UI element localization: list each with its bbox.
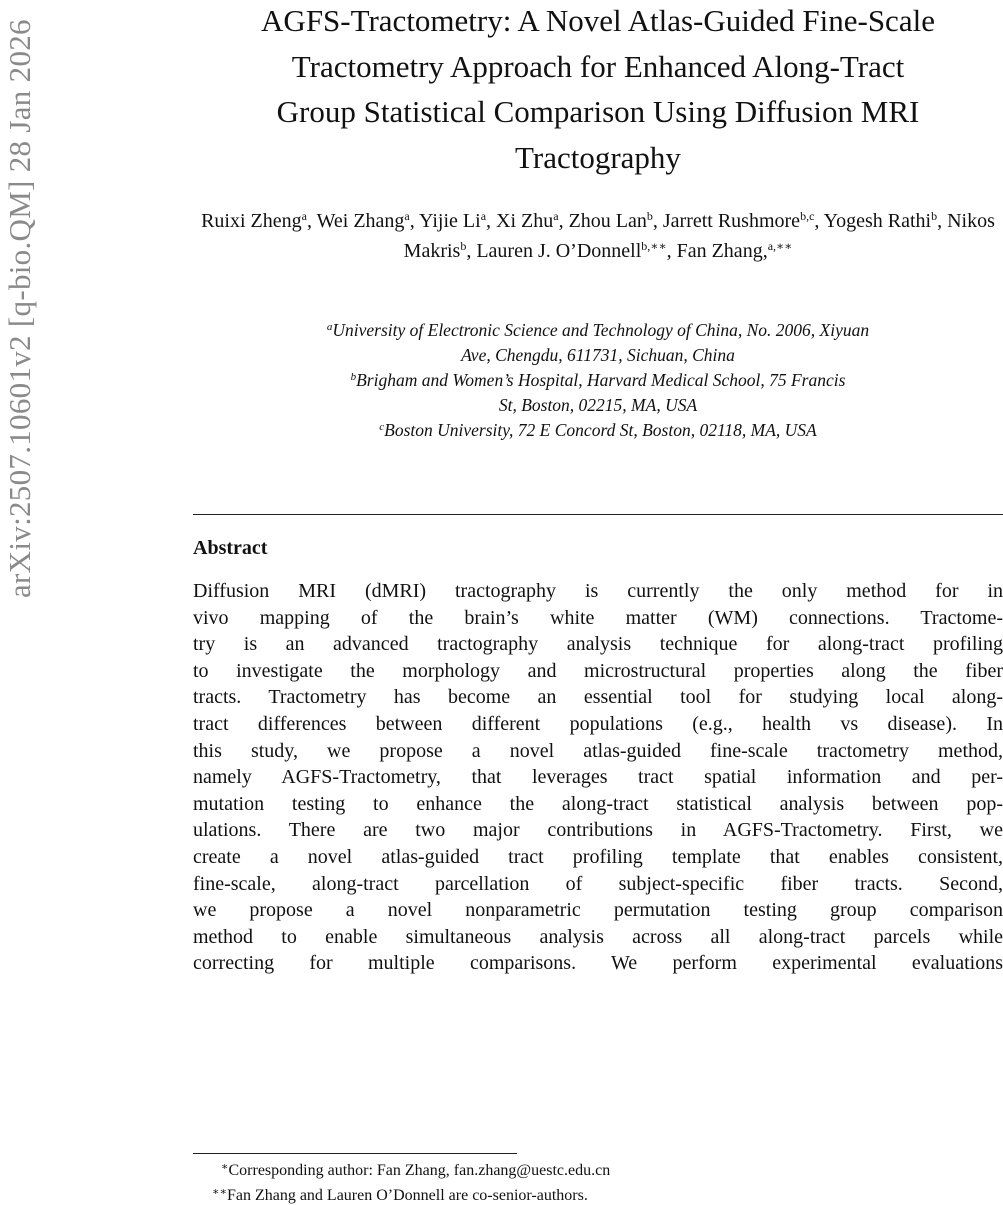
- separator: ,: [666, 240, 677, 262]
- footnote-text: Corresponding author: Fan Zhang, fan.zha…: [228, 1162, 611, 1179]
- author: Yijie Lia,: [419, 210, 496, 232]
- author: Xi Zhua,: [496, 210, 569, 232]
- abstract-line: try is an advanced tractography analysis…: [193, 633, 1003, 656]
- footnote-text: Fan Zhang and Lauren O’Donnell are co-se…: [226, 1187, 588, 1204]
- abstract-line: Diffusion MRI (dMRI) tractography is cur…: [193, 580, 1003, 602]
- title-line: Group Statistical Comparison Using Diffu…: [276, 94, 920, 129]
- author-name: Jarrett Rushmore: [662, 210, 801, 232]
- separator: ,: [486, 210, 497, 232]
- author-affiliation-mark: b: [931, 209, 938, 223]
- abstract-line: this study, we propose a novel atlas-gui…: [193, 739, 1003, 762]
- abstract-line: tracts. Tractometry has become an essent…: [193, 686, 1003, 709]
- separator: ,: [306, 210, 317, 232]
- author-affiliation-mark: a: [480, 209, 487, 223]
- paper-title: AGFS-Tractometry: A Novel Atlas-Guided F…: [193, 0, 1003, 180]
- affiliation-text: Boston University, 72 E Concord St, Bost…: [384, 420, 817, 440]
- title-line: Tractography: [515, 139, 681, 175]
- abstract-line: to investigate the morphology and micros…: [193, 659, 1003, 682]
- footnote-co-senior-authors: ∗∗Fan Zhang and Lauren O’Donnell are co-…: [212, 1187, 588, 1205]
- author-name: Zhou Lan: [568, 210, 647, 232]
- abstract-line: method to enable simultaneous analysis a…: [193, 925, 1003, 948]
- footnote-mark: ∗: [221, 1161, 229, 1173]
- author-affiliation-mark: b: [646, 209, 653, 223]
- author-affiliation-mark: b,c: [800, 209, 815, 223]
- author: Ruixi Zhenga,: [201, 210, 317, 232]
- footnote-corresponding-author: ∗Corresponding author: Fan Zhang, fan.zh…: [221, 1162, 610, 1180]
- title-line: Tractometry Approach for Enhanced Along-…: [291, 48, 905, 84]
- separator: ,: [937, 210, 948, 232]
- abstract-line: we propose a novel nonparametric permuta…: [193, 899, 1003, 922]
- affiliation-mark: a: [326, 321, 333, 333]
- affiliation-text: St, Boston, 02215, MA, USA: [498, 395, 698, 415]
- author: Jarrett Rushmoreb,c,: [663, 210, 824, 232]
- author-affiliation-mark: a: [553, 209, 559, 223]
- author: Yogesh Rathib,: [824, 210, 947, 232]
- abstract-heading: Abstract: [193, 537, 268, 559]
- author: Zhou Lanb,: [569, 210, 663, 232]
- author-name: Xi Zhu: [496, 210, 554, 232]
- affiliation-a: aUniversity of Electronic Science and Te…: [233, 318, 963, 368]
- separator: ,: [466, 240, 477, 262]
- affiliation-b: bBrigham and Women’s Hospital, Harvard M…: [233, 368, 963, 418]
- abstract-line: correcting for multiple comparisons. We …: [193, 952, 1003, 975]
- footnote-rule: [193, 1153, 517, 1154]
- arxiv-identifier-stamp: arXiv:2507.10601v2 [q-bio.QM] 28 Jan 202…: [2, 19, 37, 598]
- author: Lauren J. O’Donnellb,∗∗,: [476, 240, 676, 262]
- separator: ,: [558, 210, 569, 232]
- author-name: Nikos Makris: [403, 210, 995, 262]
- separator: ,: [409, 210, 420, 232]
- affiliation-mark: c: [379, 421, 385, 433]
- author-list: Ruixi Zhenga, Wei Zhanga, Yijie Lia, Xi …: [193, 206, 1003, 266]
- author-affiliation-mark: b,∗∗: [641, 239, 667, 253]
- abstract-line: ulations. There are two major contributi…: [193, 819, 1003, 842]
- author-name: Wei Zhang: [316, 210, 405, 232]
- separator: ,: [814, 210, 824, 232]
- author-affiliation-mark: b: [460, 239, 467, 253]
- author-affiliation-mark: a,∗∗: [767, 239, 793, 253]
- separator: ,: [652, 210, 663, 232]
- author-name: Lauren J. O’Donnell: [476, 240, 642, 262]
- abstract-body: Diffusion MRI (dMRI) tractography is cur…: [193, 578, 1003, 977]
- affiliation-c: cBoston University, 72 E Concord St, Bos…: [233, 418, 963, 443]
- author-name: Yogesh Rathi: [823, 210, 932, 232]
- author: Nikos Makrisb,: [404, 210, 995, 262]
- abstract-line: fine-scale, along-tract parcellation of …: [193, 872, 1003, 895]
- affiliations: aUniversity of Electronic Science and Te…: [193, 318, 1003, 443]
- abstract-top-rule: [193, 514, 1003, 515]
- author-affiliation-mark: a: [301, 209, 307, 223]
- abstract-line: vivo mapping of the brain’s white matter…: [193, 606, 1003, 629]
- abstract-line: create a novel atlas-guided tract profil…: [193, 845, 1003, 868]
- footnote-mark: ∗∗: [212, 1186, 227, 1198]
- affiliation-text: Brigham and Women’s Hospital, Harvard Me…: [356, 370, 846, 390]
- author-name: Fan Zhang,: [676, 240, 768, 262]
- title-line: AGFS-Tractometry: A Novel Atlas-Guided F…: [261, 3, 935, 38]
- author-affiliation-mark: a: [404, 209, 410, 223]
- abstract-line: mutation testing to enhance the along-tr…: [193, 792, 1003, 815]
- affiliation-text: University of Electronic Science and Tec…: [332, 320, 870, 340]
- author: Fan Zhang,a,∗∗: [677, 240, 793, 262]
- affiliation-text: Ave, Chengdu, 611731, Sichuan, China: [461, 345, 735, 365]
- abstract-line: namely AGFS-Tractometry, that leverages …: [193, 766, 1003, 789]
- author-name: Yijie Li: [419, 210, 481, 232]
- author: Wei Zhanga,: [317, 210, 419, 232]
- abstract-line: tract differences between different popu…: [193, 712, 1003, 735]
- affiliation-mark: b: [350, 371, 357, 383]
- author-name: Ruixi Zheng: [201, 210, 302, 232]
